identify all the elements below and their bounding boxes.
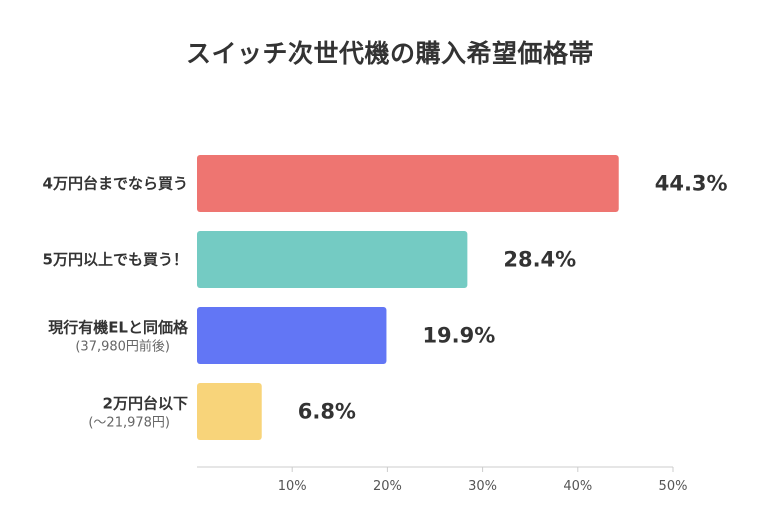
category-labels-group: 4万円台までなら買う 5万円以上でも買う！ 現行有機ELと同価格 (37,980円前後… xyxy=(43,175,189,431)
value-label-4: 6.8% xyxy=(298,400,356,424)
x-tick-label-5: 50% xyxy=(659,479,688,494)
value-label-1: 44.3% xyxy=(655,172,728,196)
x-tick-label-4: 40% xyxy=(563,479,592,494)
bar-2 xyxy=(197,231,468,288)
category-label-2: 5万円以上でも買う！ xyxy=(43,251,188,269)
category-sublabel-4: (〜21,978円) xyxy=(88,416,170,431)
category-sublabel-3: (37,980円前後) xyxy=(75,339,170,355)
value-label-2: 28.4% xyxy=(503,248,576,272)
bars-group xyxy=(197,155,619,440)
category-label-4: 2万円台以下 xyxy=(103,395,188,413)
category-label-1: 4万円台までなら買う xyxy=(43,175,188,193)
value-labels-group: 44.3% 28.4% 19.9% 6.8% xyxy=(298,172,728,424)
x-axis: 10% 20% 30% 40% 50% xyxy=(197,466,688,494)
x-tick-label-2: 20% xyxy=(373,479,402,494)
category-label-3: 現行有機ELと同価格 xyxy=(48,319,189,337)
value-label-3: 19.9% xyxy=(422,324,495,348)
bar-4 xyxy=(197,383,262,440)
bar-1 xyxy=(197,155,619,212)
x-tick-label-1: 10% xyxy=(278,479,307,494)
chart-title: スイッチ次世代機の購入希望価格帯 xyxy=(185,39,594,68)
x-tick-label-3: 30% xyxy=(468,479,497,494)
bar-3 xyxy=(197,307,387,364)
